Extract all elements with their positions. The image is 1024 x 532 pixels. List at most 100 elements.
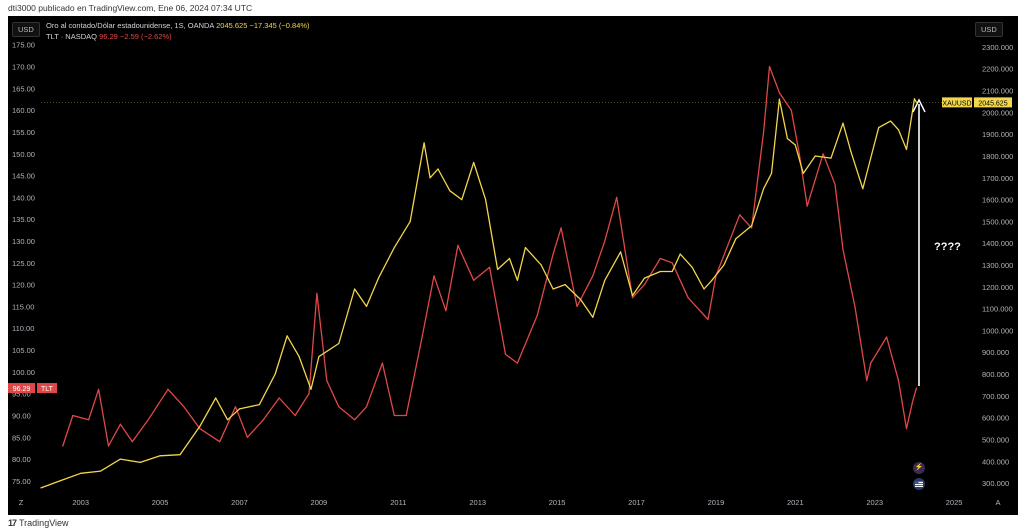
right-tick-label: 1700.000 bbox=[982, 174, 1013, 183]
legend-tlt-row[interactable]: TLT · NASDAQ 96.29 −2.59 (−2.62%) bbox=[46, 31, 310, 42]
data-point-xauusd bbox=[580, 299, 582, 301]
overlay: XAUUSD 2045.625 96.29 TLT???? bbox=[8, 97, 1012, 394]
data-point-xauusd bbox=[786, 137, 789, 140]
right-tick-label: 1900.000 bbox=[982, 130, 1013, 139]
data-point-tlt bbox=[751, 227, 753, 229]
data-point-xauusd bbox=[119, 458, 121, 460]
data-point-tlt bbox=[798, 153, 800, 155]
right-tick-label: 500.000 bbox=[982, 435, 1009, 444]
data-point-tlt bbox=[98, 388, 100, 390]
legend-gold-change: −17.345 (−0.84%) bbox=[249, 21, 310, 30]
data-point-xauusd bbox=[691, 266, 693, 268]
tradingview-brand[interactable]: TradingView bbox=[19, 518, 69, 528]
data-point-xauusd bbox=[643, 277, 646, 279]
right-tick-label: 900.000 bbox=[982, 348, 1009, 357]
legend: Oro al contado/Dólar estadounidense, 1S,… bbox=[46, 20, 310, 42]
data-point-xauusd bbox=[179, 454, 181, 456]
data-point-xauusd bbox=[763, 188, 765, 190]
data-point-xauusd bbox=[338, 342, 340, 345]
data-point-xauusd bbox=[354, 288, 356, 290]
data-point-tlt bbox=[822, 153, 824, 155]
data-point-xauusd bbox=[735, 238, 737, 240]
data-point-tlt bbox=[592, 275, 594, 277]
data-point-tlt bbox=[489, 266, 491, 268]
data-point-tlt bbox=[294, 414, 296, 417]
data-point-xauusd bbox=[770, 172, 773, 174]
left-tick-label: 120.00 bbox=[12, 281, 35, 290]
right-currency-label: USD bbox=[981, 25, 997, 34]
legend-tlt-price: 96.29 bbox=[99, 32, 118, 41]
series-layer bbox=[40, 65, 918, 489]
data-point-tlt bbox=[560, 227, 562, 229]
data-point-tlt bbox=[576, 305, 578, 307]
data-point-tlt bbox=[905, 428, 908, 430]
left-tick-label: 155.00 bbox=[12, 128, 35, 137]
right-tick-label: 2300.000 bbox=[982, 43, 1013, 52]
data-point-tlt bbox=[262, 419, 264, 421]
data-point-tlt bbox=[516, 362, 518, 364]
series-line-xauusd bbox=[40, 98, 917, 489]
legend-gold-row[interactable]: Oro al contado/Dólar estadounidense, 1S,… bbox=[46, 20, 310, 31]
data-point-xauusd bbox=[365, 305, 368, 307]
data-point-tlt bbox=[131, 441, 133, 443]
data-point-xauusd bbox=[659, 270, 661, 273]
chart-svg[interactable]: 75.00 80.00 85.00 90.00 95.00 100.00 105.00 110… bbox=[8, 16, 1018, 515]
data-point-tlt bbox=[687, 297, 689, 299]
tradingview-logo-icon[interactable]: 17 bbox=[8, 518, 17, 528]
data-point-xauusd bbox=[703, 288, 705, 290]
data-point-xauusd bbox=[564, 284, 566, 286]
left-tick-label: 135.00 bbox=[12, 215, 35, 224]
data-point-xauusd bbox=[423, 142, 425, 144]
data-point-xauusd bbox=[751, 225, 753, 227]
data-point-xauusd bbox=[215, 397, 217, 399]
right-tick-label: 1500.000 bbox=[982, 217, 1013, 226]
data-point-xauusd bbox=[310, 388, 312, 390]
data-point-tlt bbox=[778, 92, 781, 94]
x-tick-label: 2003 bbox=[72, 498, 89, 507]
right-tick-label: 700.000 bbox=[982, 392, 1009, 401]
data-point-tlt bbox=[842, 249, 844, 251]
data-point-xauusd bbox=[552, 288, 554, 290]
right-tick-label: 400.000 bbox=[982, 457, 1009, 466]
data-point-tlt bbox=[381, 362, 383, 364]
data-point-xauusd bbox=[60, 479, 62, 482]
right-tick-label: 1600.000 bbox=[982, 196, 1013, 205]
data-point-tlt bbox=[763, 131, 765, 133]
data-point-xauusd bbox=[437, 168, 439, 170]
data-point-tlt bbox=[107, 445, 110, 447]
lightning-icon[interactable]: ⚡ bbox=[913, 462, 925, 474]
data-point-xauusd bbox=[890, 120, 892, 122]
data-point-tlt bbox=[631, 297, 634, 299]
left-currency-label: USD bbox=[18, 25, 34, 34]
tlt-price-tag-bg bbox=[8, 383, 35, 394]
publisher-text: dti3000 publicado en TradingView.com, En… bbox=[8, 3, 253, 13]
data-point-xauusd bbox=[540, 264, 542, 266]
data-point-tlt bbox=[834, 183, 836, 185]
data-point-tlt bbox=[790, 109, 792, 111]
data-point-xauusd bbox=[497, 268, 499, 270]
data-point-tlt bbox=[671, 262, 673, 264]
data-point-xauusd bbox=[298, 356, 300, 358]
data-point-xauusd bbox=[604, 279, 606, 281]
flag-icon[interactable] bbox=[913, 478, 925, 490]
data-point-tlt bbox=[433, 275, 435, 277]
left-tick-label: 115.00 bbox=[12, 302, 34, 311]
data-point-tlt bbox=[536, 314, 538, 316]
left-currency-button[interactable]: USD bbox=[12, 22, 40, 37]
data-point-tlt bbox=[88, 419, 90, 421]
data-point-xauusd bbox=[473, 161, 475, 164]
left-tick-label: 95.00 bbox=[12, 390, 31, 399]
chart-area[interactable]: 75.00 80.00 85.00 90.00 95.00 100.00 105.00 110… bbox=[8, 16, 1018, 515]
x-tick-label: 2009 bbox=[311, 498, 328, 507]
data-point-xauusd bbox=[830, 157, 832, 159]
right-tick-label: 1800.000 bbox=[982, 152, 1013, 161]
data-point-tlt bbox=[219, 441, 221, 443]
right-currency-button[interactable]: USD bbox=[975, 22, 1003, 37]
data-point-xauusd bbox=[159, 455, 161, 457]
x-tick-label: 2011 bbox=[390, 498, 406, 507]
tlt-name-tag-bg bbox=[37, 383, 57, 394]
x-tick-label: 2017 bbox=[628, 498, 645, 507]
data-point-tlt bbox=[739, 214, 741, 216]
xauusd-name-tag: XAUUSD bbox=[942, 100, 971, 107]
data-point-tlt bbox=[183, 406, 185, 408]
